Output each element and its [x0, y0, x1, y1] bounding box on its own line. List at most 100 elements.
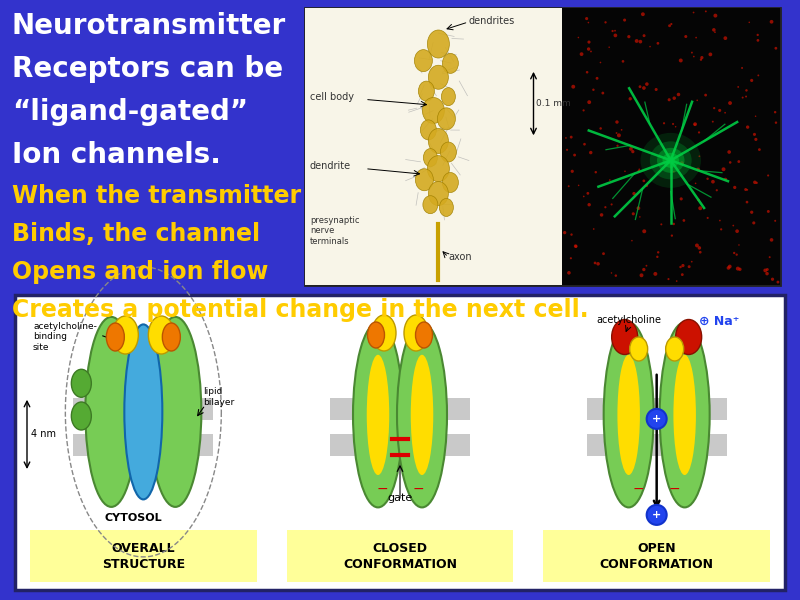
- Circle shape: [646, 409, 666, 429]
- Ellipse shape: [749, 22, 750, 23]
- Ellipse shape: [770, 238, 774, 242]
- Ellipse shape: [700, 56, 703, 59]
- Ellipse shape: [593, 228, 594, 230]
- Text: ⊕ Na⁺: ⊕ Na⁺: [698, 314, 739, 328]
- Ellipse shape: [657, 251, 659, 254]
- Ellipse shape: [774, 220, 776, 222]
- Text: cell body: cell body: [310, 92, 354, 101]
- Ellipse shape: [638, 169, 640, 170]
- Ellipse shape: [614, 30, 616, 32]
- Ellipse shape: [587, 100, 591, 104]
- Ellipse shape: [585, 17, 588, 20]
- Ellipse shape: [642, 86, 646, 90]
- Ellipse shape: [642, 268, 646, 271]
- Ellipse shape: [728, 101, 732, 105]
- Ellipse shape: [573, 154, 576, 157]
- Ellipse shape: [713, 107, 715, 109]
- Ellipse shape: [568, 185, 570, 187]
- Ellipse shape: [729, 161, 731, 164]
- Ellipse shape: [673, 223, 675, 225]
- Ellipse shape: [423, 196, 438, 214]
- Ellipse shape: [71, 369, 91, 397]
- Ellipse shape: [422, 97, 444, 124]
- Ellipse shape: [632, 192, 636, 195]
- Text: Neurotransmitter: Neurotransmitter: [12, 12, 286, 40]
- Ellipse shape: [645, 82, 649, 86]
- Ellipse shape: [670, 235, 673, 237]
- Ellipse shape: [672, 123, 674, 125]
- Ellipse shape: [677, 93, 680, 96]
- Ellipse shape: [763, 269, 767, 272]
- Ellipse shape: [639, 216, 641, 218]
- Ellipse shape: [631, 150, 634, 153]
- Ellipse shape: [723, 36, 727, 40]
- Text: Ion channels.: Ion channels.: [12, 141, 221, 169]
- Ellipse shape: [624, 170, 626, 172]
- Ellipse shape: [750, 79, 754, 82]
- Ellipse shape: [716, 189, 718, 191]
- Ellipse shape: [438, 108, 455, 130]
- Ellipse shape: [570, 233, 573, 236]
- Ellipse shape: [706, 217, 709, 219]
- Ellipse shape: [596, 262, 600, 266]
- Text: dendrites: dendrites: [468, 16, 514, 26]
- Ellipse shape: [733, 186, 736, 189]
- Ellipse shape: [440, 142, 456, 162]
- Text: 4 nm: 4 nm: [31, 430, 56, 439]
- Ellipse shape: [634, 39, 638, 43]
- Ellipse shape: [594, 262, 597, 265]
- Ellipse shape: [566, 149, 568, 151]
- Ellipse shape: [682, 264, 685, 267]
- Ellipse shape: [712, 28, 716, 32]
- Ellipse shape: [676, 319, 702, 355]
- Ellipse shape: [679, 59, 682, 62]
- Ellipse shape: [750, 211, 754, 214]
- Ellipse shape: [745, 95, 747, 97]
- Ellipse shape: [604, 21, 606, 23]
- Ellipse shape: [589, 151, 593, 154]
- Ellipse shape: [718, 109, 722, 112]
- Ellipse shape: [770, 20, 774, 23]
- Ellipse shape: [627, 35, 630, 38]
- Ellipse shape: [610, 272, 612, 274]
- Text: dendrite: dendrite: [310, 161, 351, 171]
- Bar: [305, 8, 562, 285]
- Ellipse shape: [774, 111, 776, 113]
- Ellipse shape: [724, 112, 726, 113]
- Text: gate: gate: [387, 493, 413, 503]
- Ellipse shape: [641, 13, 645, 16]
- Ellipse shape: [650, 142, 692, 179]
- Ellipse shape: [753, 181, 757, 184]
- Ellipse shape: [738, 160, 740, 163]
- Ellipse shape: [666, 337, 684, 361]
- Ellipse shape: [735, 229, 739, 233]
- Ellipse shape: [746, 89, 748, 92]
- Ellipse shape: [758, 148, 761, 151]
- Ellipse shape: [642, 34, 646, 37]
- Ellipse shape: [646, 265, 647, 266]
- Text: Creates a potential change in the next cell.: Creates a potential change in the next c…: [12, 298, 589, 322]
- Ellipse shape: [578, 185, 579, 186]
- Ellipse shape: [574, 244, 578, 248]
- Ellipse shape: [695, 37, 697, 38]
- Bar: [30, 530, 257, 582]
- Text: Binds, the channel: Binds, the channel: [12, 222, 260, 246]
- Ellipse shape: [660, 322, 710, 508]
- Ellipse shape: [638, 85, 642, 88]
- Ellipse shape: [642, 179, 646, 182]
- Circle shape: [646, 505, 666, 525]
- Ellipse shape: [112, 316, 138, 354]
- Ellipse shape: [623, 19, 626, 22]
- Ellipse shape: [578, 37, 579, 38]
- Text: lipid
bilayer: lipid bilayer: [203, 387, 234, 407]
- Ellipse shape: [415, 169, 434, 191]
- Ellipse shape: [700, 58, 702, 61]
- Ellipse shape: [698, 155, 700, 157]
- Ellipse shape: [609, 46, 610, 48]
- Ellipse shape: [774, 47, 778, 50]
- Ellipse shape: [580, 52, 583, 56]
- Ellipse shape: [423, 149, 438, 167]
- Ellipse shape: [767, 210, 770, 213]
- Text: acetylcholine: acetylcholine: [596, 315, 661, 325]
- Ellipse shape: [698, 206, 702, 210]
